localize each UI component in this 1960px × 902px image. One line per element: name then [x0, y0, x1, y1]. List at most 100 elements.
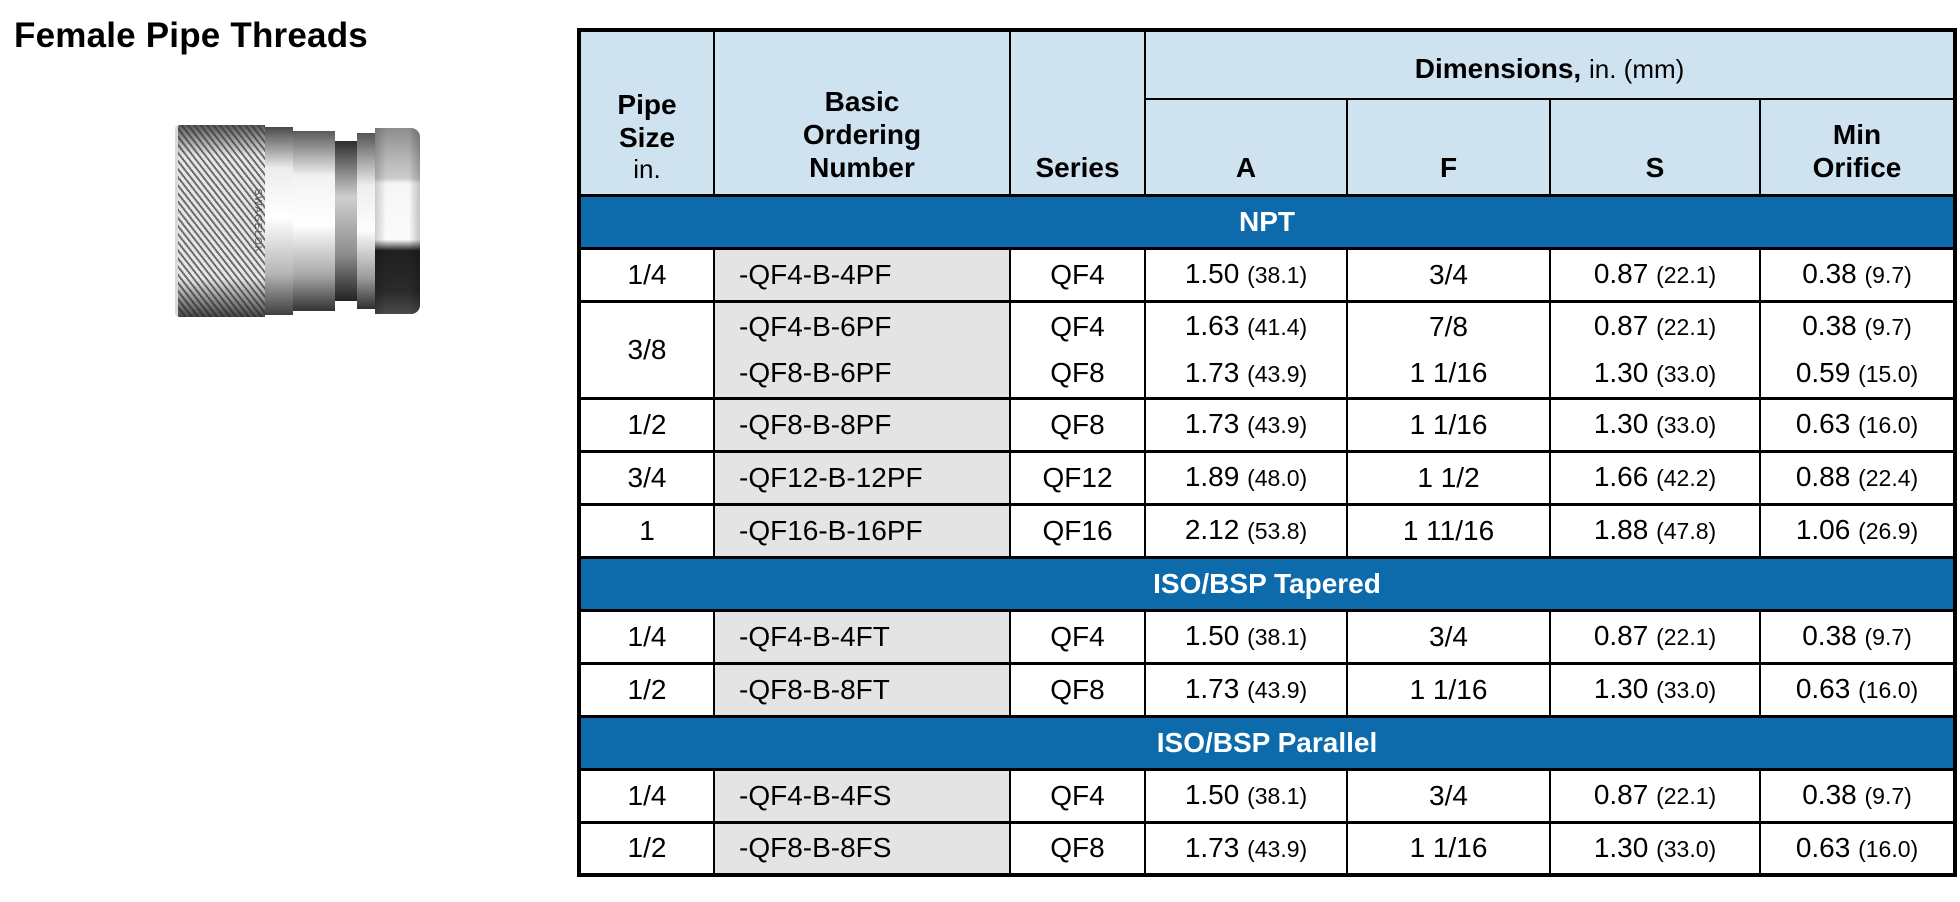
table-row: 3/4 -QF12-B-12PF QF12 1.89 (48.0) 1 1/2 1.66 … — [578, 450, 1957, 505]
collar-ring — [357, 133, 375, 309]
cell-dim-a: 1.50 (38.1) — [1144, 768, 1348, 823]
knurled-grip: SWAGELOK — [175, 125, 265, 317]
cell-pipe-size: 3/4 — [578, 450, 715, 505]
col-header-s: S — [1549, 98, 1761, 196]
cell-dim-s: 0.87 (22.1) — [1549, 247, 1761, 302]
section-title: ISO/BSP Tapered — [577, 556, 1957, 611]
col-header-series: Series — [1009, 29, 1146, 196]
cell-pipe-size: 3/8 — [578, 300, 715, 399]
table-row: 1/4 -QF4-B-4FS QF4 1.50 (38.1) 3/4 0.87 (22.1… — [578, 768, 1957, 823]
page-title: Female Pipe Threads — [14, 16, 368, 55]
table-row: 1/2 -QF8-B-8PF QF8 1.73 (43.9) 1 1/16 1.30 (3… — [578, 397, 1957, 452]
spec-table: Pipe Size in. Basic Ordering Number Seri… — [577, 28, 1958, 877]
cell-ordering-number: -QF8-B-8FS — [713, 821, 1011, 876]
cell-dim-f: 3/4 — [1346, 609, 1551, 664]
cell-dim-a: 1.73 (43.9) — [1144, 662, 1348, 717]
cell-dim-a: 1.73 (43.9) — [1144, 397, 1348, 452]
cell-ordering-number: -QF4-B-4FT — [713, 609, 1011, 664]
collar-ring — [265, 127, 293, 315]
cell-dim-s: 1.66 (42.2) — [1549, 450, 1761, 505]
cell-series: QF12 — [1009, 450, 1146, 505]
cell-ordering-number: -QF4-B-4PF — [713, 247, 1011, 302]
cell-min-orifice: 0.38 (9.7) 0.59 (15.0) — [1758, 300, 1957, 399]
cell-dim-s: 1.30 (33.0) — [1549, 662, 1761, 717]
table-header: Pipe Size in. Basic Ordering Number Seri… — [578, 29, 1957, 196]
cell-dim-s: 1.30 (33.0) — [1549, 821, 1761, 876]
cell-dim-a: 1.63 (41.4) 1.73 (43.9) — [1144, 300, 1348, 399]
cell-series: QF8 — [1009, 662, 1146, 717]
cell-dim-f: 1 11/16 — [1346, 503, 1551, 558]
spec-table-body: NPT 1/4 -QF4-B-4PF QF4 1.50 (38.1) 3/4 0.87 (2… — [577, 194, 1957, 876]
cell-ordering-number: -QF8-B-8FT — [713, 662, 1011, 717]
dimensions-unit: in. (mm) — [1588, 53, 1685, 84]
col-header-f: F — [1346, 98, 1551, 196]
cell-dim-a: 1.73 (43.9) — [1144, 821, 1348, 876]
cell-dim-f: 3/4 — [1346, 247, 1551, 302]
cell-min-orifice: 0.63 (16.0) — [1758, 821, 1957, 876]
cell-series: QF4 — [1009, 768, 1146, 823]
col-header-dimensions: Dimensions, in. (mm) — [1143, 29, 1957, 100]
spec-table-container: Pipe Size in. Basic Ordering Number Seri… — [577, 28, 1958, 877]
cell-min-orifice: 0.38 (9.7) — [1758, 609, 1957, 664]
cell-dim-s: 0.87 (22.1) — [1549, 768, 1761, 823]
cell-pipe-size: 1/2 — [578, 397, 715, 452]
cell-pipe-size: 1 — [578, 503, 715, 558]
cell-series: QF8 — [1009, 397, 1146, 452]
cell-dim-f: 1 1/16 — [1346, 397, 1551, 452]
cell-ordering-number: -QF4-B-6PF -QF8-B-6PF — [713, 300, 1011, 399]
cell-ordering-number: -QF8-B-8PF — [713, 397, 1011, 452]
cell-min-orifice: 0.38 (9.7) — [1758, 768, 1957, 823]
cell-dim-a: 2.12 (53.8) — [1144, 503, 1348, 558]
cell-series: QF4 — [1009, 247, 1146, 302]
cell-min-orifice: 1.06 (26.9) — [1758, 503, 1957, 558]
section-title: ISO/BSP Parallel — [577, 715, 1957, 770]
cell-pipe-size: 1/4 — [578, 768, 715, 823]
product-image: SWAGELOK — [175, 125, 420, 317]
cell-dim-f: 7/8 1 1/16 — [1346, 300, 1551, 399]
table-row: 1/2 -QF8-B-8FS QF8 1.73 (43.9) 1 1/16 1.30 (3… — [578, 821, 1957, 876]
table-row: 1/2 -QF8-B-8FT QF8 1.73 (43.9) 1 1/16 1.30 (3… — [578, 662, 1957, 717]
cell-pipe-size: 1/4 — [578, 247, 715, 302]
cell-dim-f: 3/4 — [1346, 768, 1551, 823]
cell-ordering-number: -QF16-B-16PF — [713, 503, 1011, 558]
cell-dim-f: 1 1/16 — [1346, 821, 1551, 876]
body-collar — [293, 131, 335, 311]
cell-dim-f: 1 1/16 — [1346, 662, 1551, 717]
section-title: NPT — [577, 194, 1957, 249]
col-header-a: A — [1144, 98, 1348, 196]
pipe-size-unit: in. — [633, 153, 661, 184]
cell-series: QF4 — [1009, 609, 1146, 664]
col-header-ordering-number: Basic Ordering Number — [713, 29, 1011, 196]
col-header-pipe-size: Pipe Size in. — [578, 29, 715, 196]
cell-min-orifice: 0.63 (16.0) — [1758, 662, 1957, 717]
cell-dim-s: 1.30 (33.0) — [1549, 397, 1761, 452]
cell-dim-s: 0.87 (22.1) — [1549, 609, 1761, 664]
table-row: 1/4 -QF4-B-4FT QF4 1.50 (38.1) 3/4 0.87 (22.1… — [578, 609, 1957, 664]
table-row: 1 -QF16-B-16PF QF16 2.12 (53.8) 1 11/16 1.88 … — [578, 503, 1957, 558]
section-header-row: ISO/BSP Parallel — [577, 715, 1957, 770]
table-row: 1/4 -QF4-B-4PF QF4 1.50 (38.1) 3/4 0.87 (22.1… — [578, 247, 1957, 302]
cell-dim-a: 1.50 (38.1) — [1144, 247, 1348, 302]
cell-dim-a: 1.89 (48.0) — [1144, 450, 1348, 505]
section-header-row: ISO/BSP Tapered — [577, 556, 1957, 611]
section-header-row: NPT — [577, 194, 1957, 249]
cell-dim-s: 0.87 (22.1) 1.30 (33.0) — [1549, 300, 1761, 399]
cell-dim-s: 1.88 (47.8) — [1549, 503, 1761, 558]
cell-min-orifice: 0.88 (22.4) — [1758, 450, 1957, 505]
table-row: 3/8 -QF4-B-6PF -QF8-B-6PF QF4 QF8 1.63 (41.4)… — [578, 300, 1957, 399]
cell-series: QF4 QF8 — [1009, 300, 1146, 399]
col-header-min-orifice: Min Orifice — [1758, 98, 1957, 196]
cell-ordering-number: -QF4-B-4FS — [713, 768, 1011, 823]
cell-pipe-size: 1/2 — [578, 662, 715, 717]
cell-pipe-size: 1/4 — [578, 609, 715, 664]
cell-series: QF8 — [1009, 821, 1146, 876]
body-neck — [335, 141, 357, 301]
brand-engraving: SWAGELOK — [252, 188, 263, 254]
cell-dim-a: 1.50 (38.1) — [1144, 609, 1348, 664]
cell-dim-f: 1 1/2 — [1346, 450, 1551, 505]
cell-pipe-size: 1/2 — [578, 821, 715, 876]
cell-min-orifice: 0.63 (16.0) — [1758, 397, 1957, 452]
cell-series: QF16 — [1009, 503, 1146, 558]
cell-ordering-number: -QF12-B-12PF — [713, 450, 1011, 505]
cell-min-orifice: 0.38 (9.7) — [1758, 247, 1957, 302]
